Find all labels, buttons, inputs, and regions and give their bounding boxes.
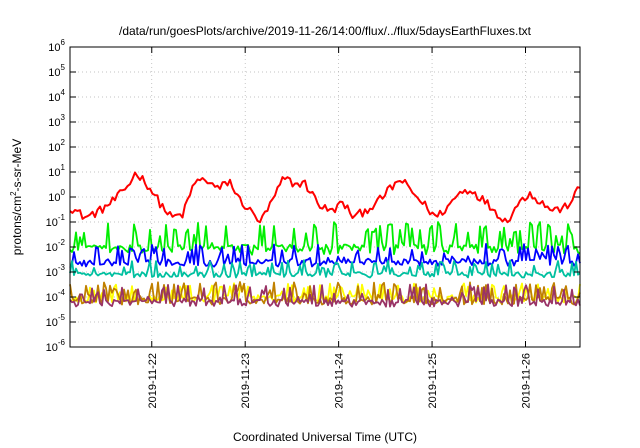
y-tick-label: 10-2 — [46, 238, 66, 254]
y-tick-label-exp: -3 — [58, 263, 66, 272]
y-tick-label: 100 — [48, 188, 65, 204]
y-tick-label-base: 10 — [46, 342, 58, 354]
y-tick-label-base: 10 — [46, 267, 58, 279]
x-tick-label: 2019-11-24 — [334, 353, 346, 408]
series-group — [69, 171, 581, 308]
y-tick-label-exp: -1 — [58, 213, 66, 222]
y-tick-label: 106 — [48, 38, 65, 54]
series-line-3 — [69, 242, 581, 269]
y-tick-label-base: 10 — [46, 317, 58, 329]
y-axis-title: protons/cm2-s-sr-MeV — [9, 139, 24, 255]
x-tick-label: 2019-11-22 — [147, 353, 159, 408]
y-tick-label-base: 10 — [48, 42, 60, 54]
y-tick-label-base: 10 — [46, 217, 58, 229]
y-tick-label-exp: 4 — [61, 88, 66, 97]
y-tick-label: 10-5 — [46, 313, 66, 329]
y-tick-label-exp: 3 — [61, 113, 66, 122]
y-tick-label-exp: 2 — [61, 138, 66, 147]
series-line-1 — [69, 171, 581, 224]
x-axis-title: Coordinated Universal Time (UTC) — [233, 430, 417, 444]
y-tick-label: 102 — [48, 138, 65, 154]
plot-frame — [69, 46, 581, 348]
y-tick-label: 10-1 — [46, 213, 66, 229]
y-tick-label: 10-4 — [46, 288, 66, 304]
y-axis-title-sup: 2 — [9, 191, 18, 196]
y-tick-label: 103 — [48, 113, 65, 129]
y-tick-label-exp: -5 — [58, 313, 66, 322]
y-tick-label-base: 10 — [48, 192, 60, 204]
y-tick-label-exp: -6 — [58, 338, 66, 347]
y-tick-label: 101 — [48, 163, 65, 179]
y-tick-label: 104 — [48, 88, 65, 104]
x-tick-label: 2019-11-26 — [520, 353, 532, 408]
y-tick-label-exp: -4 — [58, 288, 66, 297]
y-tick-label-base: 10 — [48, 67, 60, 79]
y-tick-label: 105 — [48, 63, 65, 79]
y-tick-label-base: 10 — [48, 92, 60, 104]
y-tick-label-exp: 1 — [61, 163, 66, 172]
axes: 10-610-510-410-310-210-11001011021031041… — [46, 38, 580, 408]
y-tick-label: 10-3 — [46, 263, 66, 279]
y-tick-label-base: 10 — [46, 292, 58, 304]
series-line-4 — [69, 259, 581, 279]
y-axis-title-base: protons/cm — [10, 196, 24, 255]
x-tick-label: 2019-11-23 — [240, 353, 252, 408]
y-tick-label-exp: 5 — [61, 63, 66, 72]
y-tick-label-exp: -2 — [58, 238, 66, 247]
y-tick-label-base: 10 — [46, 242, 58, 254]
chart-title: /data/run/goesPlots/archive/2019-11-26/1… — [119, 24, 532, 38]
y-tick-label-exp: 0 — [61, 188, 66, 197]
y-tick-label: 10-6 — [46, 338, 66, 354]
y-tick-label-exp: 6 — [61, 38, 66, 47]
series-line-7 — [69, 283, 581, 308]
y-axis-title-rest: -s-sr-MeV — [10, 139, 24, 192]
x-tick-label: 2019-11-25 — [427, 353, 439, 408]
y-tick-label-base: 10 — [48, 167, 60, 179]
y-tick-label-base: 10 — [48, 117, 60, 129]
y-tick-label-base: 10 — [48, 142, 60, 154]
